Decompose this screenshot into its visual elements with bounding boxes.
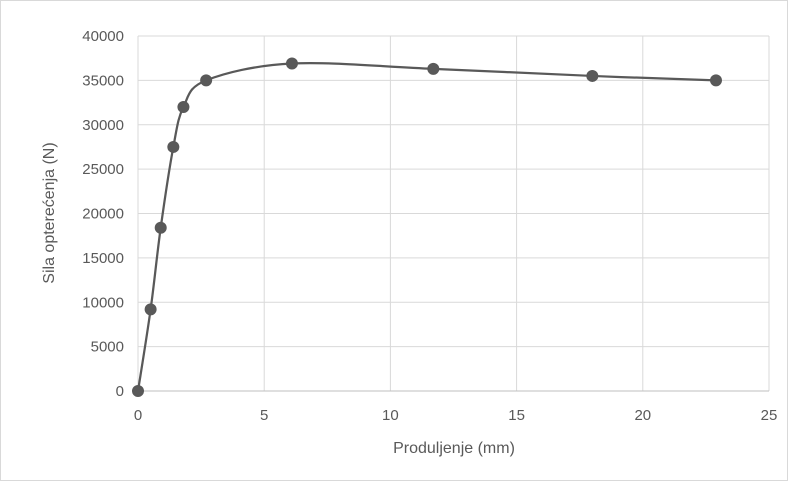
data-point [167, 140, 180, 153]
data-point [177, 101, 190, 113]
x-tick-label: 5 [260, 407, 268, 424]
x-axis-title: Produljenje (mm) [393, 440, 515, 457]
y-tick-label: 30000 [82, 117, 124, 134]
data-point [132, 385, 144, 397]
x-tick-label: 0 [134, 407, 142, 424]
x-tick-label: 25 [761, 407, 778, 424]
data-point [586, 69, 599, 82]
gridlines [138, 35, 770, 391]
series [132, 57, 722, 397]
y-tick-label: 10000 [82, 294, 124, 311]
data-point [427, 62, 440, 75]
y-tick-label: 15000 [82, 250, 124, 267]
x-tick-label: 10 [382, 407, 399, 424]
y-tick-label: 35000 [82, 72, 124, 89]
y-tick-label: 20000 [82, 206, 124, 223]
series-line [136, 61, 718, 393]
axes [137, 36, 769, 392]
y-tick-label: 5000 [91, 339, 124, 356]
x-tick-label: 20 [634, 407, 651, 424]
data-point [200, 74, 213, 87]
data-point [709, 74, 722, 87]
data-point [285, 57, 298, 70]
y-tick-label: 40000 [82, 28, 124, 45]
y-tick-label: 25000 [82, 161, 124, 178]
y-axis-title: Sila opterećenja (N) [41, 142, 58, 283]
data-point [154, 221, 167, 234]
y-tick-labels: 0 5000 10000 15000 20000 25000 30000 35000 40000 [82, 28, 124, 400]
x-tick-labels: 0 5 10 15 20 25 [134, 407, 778, 424]
data-point [144, 303, 157, 316]
y-tick-label: 0 [116, 383, 124, 400]
x-tick-label: 15 [508, 407, 525, 424]
